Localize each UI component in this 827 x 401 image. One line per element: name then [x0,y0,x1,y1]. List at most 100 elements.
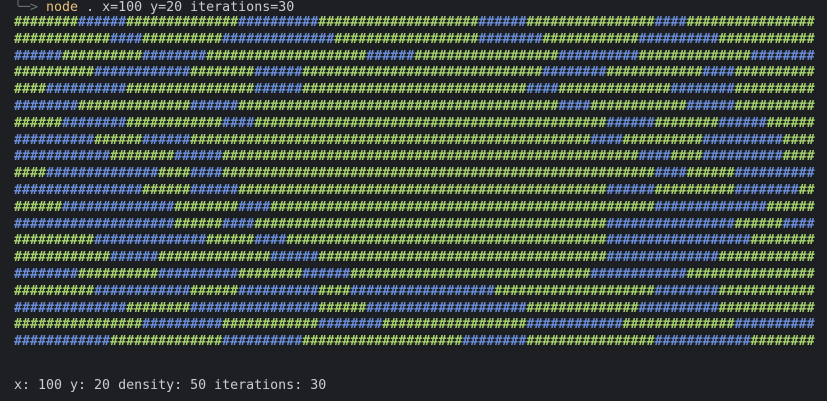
hash-run: ###### [606,115,655,131]
hash-run: ###### [254,82,303,98]
hash-run: ######## [750,334,815,350]
prompt-arrow: ╰─> [14,0,47,15]
hash-run: ############## [654,199,767,215]
hash-run: ############################ [302,82,527,98]
hash-run: ######## [174,199,239,215]
hash-run: #################### [366,300,527,316]
hash-run: ########## [142,317,223,333]
hash-run: ######## [14,266,79,282]
hash-run: ######## [654,283,719,299]
hash-run: ########## [558,48,639,64]
hash-run: ############ [718,300,815,316]
hash-run: ###### [110,250,159,266]
hash-run: ############## [606,250,719,266]
hash-run: #### [590,132,623,148]
hash-run: ########## [238,283,319,299]
hash-run: ############## [526,300,639,316]
hash-run: #### [110,31,143,47]
hash-run: ############ [14,149,111,165]
status-line: x: 100 y: 20 density: 50 iterations: 30 [14,378,327,393]
hash-run: ########## [238,15,319,30]
grid-row: ########################################… [14,65,815,82]
hash-run: ########## [622,132,703,148]
hash-run: ######## [62,115,127,131]
hash-run: ###### [142,132,191,148]
hash-run: ###### [14,199,63,215]
hash-run: #################################### [318,250,607,266]
hash-run: ######## [126,300,191,316]
hash-run: ###### [734,216,783,232]
hash-run: ########## [638,31,719,47]
hash-run: ############## [46,166,159,182]
hash-run: #### [318,283,351,299]
hash-run: ###### [606,182,655,198]
grid-row: ########################################… [14,15,815,32]
hash-run: ## [798,182,815,198]
hash-run: ################ [526,334,655,350]
grid-row: ########################################… [14,49,815,66]
hash-run: #### [526,82,559,98]
hash-run: #################### [318,15,479,30]
grid-row: ########################################… [14,166,815,183]
hash-run: ######## [190,65,255,81]
prompt-line: ╰─> node . x=100 y=20 iterations=30 [14,0,294,16]
hash-run: ###### [174,216,223,232]
hash-run: #### [670,149,703,165]
hash-run: #### [782,149,815,165]
hash-run: ########## [734,166,815,182]
hash-run: #### [638,149,671,165]
grid-row: ########################################… [14,116,815,133]
grid-row: ########################################… [14,200,815,217]
hash-run: ############ [718,31,815,47]
hash-run: ###### [14,48,63,64]
hash-run: ###### [366,48,415,64]
hash-run: ########## [14,283,95,299]
grid-row: ########################################… [14,133,815,150]
grid-row: ########################################… [14,32,815,49]
hash-run: ########## [62,48,143,64]
hash-run: ################ [14,317,143,333]
hash-run: ########## [158,266,239,282]
hash-run: ############## [222,31,335,47]
hash-run: ################ [190,300,319,316]
hash-run: ################## [334,31,479,47]
hash-run: ###### [14,115,63,131]
command-args: . x=100 y=20 iterations=30 [86,0,295,15]
hash-run: ######## [318,317,383,333]
hash-run: ###### [270,250,319,266]
hash-run: ###### [318,300,367,316]
hash-run: ############################## [350,266,591,282]
hash-run: ############ [14,334,111,350]
hash-run: ###### [142,182,191,198]
hash-run: ######## [110,149,175,165]
hash-run: ############## [558,82,671,98]
hash-run: ################ [526,15,655,30]
hash-run: ############ [718,250,815,266]
hash-run: ############## [126,15,239,30]
hash-run: ############ [222,317,319,333]
hash-run: ############## [78,98,191,114]
hash-run: ############## [94,233,207,249]
hash-run: ######## [542,65,607,81]
hash-run: ########################################… [238,182,607,198]
hash-run: ########## [222,334,303,350]
grid-row: ########################################… [14,317,815,334]
hash-run: #### [14,82,47,98]
hash-run: ############ [606,65,703,81]
hash-run: ###### [94,132,143,148]
grid-row: ########################################… [14,284,815,301]
hash-run: ######## [142,48,207,64]
hash-run: ############ [526,317,623,333]
hash-run: ######## [670,82,735,98]
hash-run: ############ [126,115,223,131]
hash-run: ############## [158,250,271,266]
hash-run: ###### [302,266,351,282]
hash-run: ############################## [302,65,543,81]
hash-run: ######## [478,31,543,47]
grid-row: ########################################… [14,250,815,267]
hash-run: ###### [190,283,239,299]
hash-run: ###### [174,149,223,165]
hash-run: ################## [414,48,559,64]
hash-run: ############ [590,266,687,282]
